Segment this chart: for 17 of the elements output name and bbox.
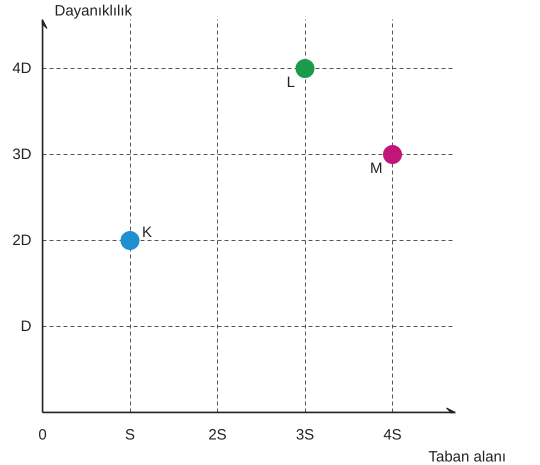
y-tick-label: 3D [12,146,32,164]
x-axis-title: Taban alanı [428,448,506,465]
series-label: K [142,224,152,242]
x-tick-label: S [125,426,136,444]
series-label: L [286,74,295,92]
y-tick-label: 4D [12,60,32,78]
x-tick-label: 2S [208,426,227,444]
y-tick-label: D [20,318,32,336]
x-tick-label: 4S [383,426,402,444]
point [383,145,402,164]
x-tick-label: 3S [296,426,314,444]
y-axis-title: Dayanıklılık [54,2,133,20]
point [120,231,140,250]
series-label: M [370,160,383,178]
point [296,59,314,78]
y-tick-label: 2D [12,232,32,250]
x-tick-label: 0 [38,426,47,444]
